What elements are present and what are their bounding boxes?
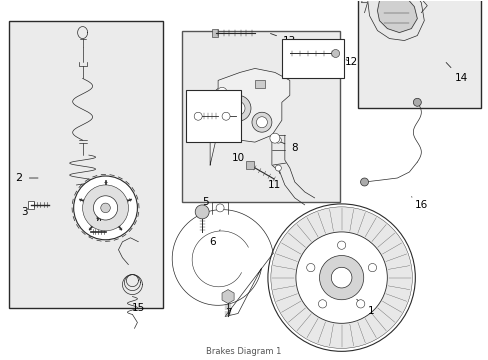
Circle shape [275, 165, 281, 171]
Text: 16: 16 [411, 197, 427, 210]
Circle shape [331, 50, 339, 58]
Bar [254, 80, 264, 88]
Text: 1: 1 [356, 299, 374, 316]
Text: 15: 15 [132, 302, 145, 312]
Circle shape [194, 112, 202, 120]
Bar [9, 21, 163, 307]
Circle shape [217, 87, 226, 97]
Text: 13: 13 [270, 33, 296, 46]
Bar [245, 161, 253, 169]
Circle shape [318, 300, 326, 308]
Bar [357, 0, 480, 108]
Circle shape [256, 117, 267, 128]
Bar [28, 201, 34, 209]
Circle shape [269, 133, 279, 143]
Text: 10: 10 [231, 153, 244, 163]
Text: 4: 4 [95, 213, 102, 223]
Circle shape [331, 267, 351, 288]
Text: 12: 12 [344, 58, 358, 67]
Circle shape [306, 264, 314, 272]
Text: 3: 3 [21, 207, 28, 217]
Text: 9: 9 [206, 129, 213, 139]
Circle shape [412, 98, 421, 106]
Circle shape [101, 203, 110, 213]
Circle shape [295, 232, 386, 323]
Polygon shape [377, 0, 416, 32]
Circle shape [319, 256, 363, 300]
Circle shape [82, 185, 128, 231]
Bar [212, 28, 218, 37]
Circle shape [216, 204, 224, 212]
Circle shape [222, 112, 229, 120]
Text: 6: 6 [208, 230, 220, 247]
Bar [281, 39, 343, 78]
Circle shape [224, 95, 250, 121]
Text: 5: 5 [202, 197, 208, 207]
Text: 8: 8 [274, 139, 298, 153]
Circle shape [195, 205, 209, 219]
Text: Brakes Diagram 1: Brakes Diagram 1 [206, 347, 281, 356]
Text: 2: 2 [15, 173, 38, 183]
Bar [182, 31, 339, 202]
Circle shape [337, 241, 345, 249]
Text: 7: 7 [224, 309, 231, 319]
Circle shape [251, 112, 271, 132]
Text: 11: 11 [268, 172, 281, 190]
Circle shape [360, 178, 368, 186]
Polygon shape [367, 0, 424, 41]
Circle shape [267, 204, 414, 351]
Circle shape [74, 176, 137, 240]
Circle shape [367, 264, 376, 272]
Bar [186, 90, 241, 142]
Circle shape [270, 207, 411, 348]
Text: 14: 14 [445, 63, 467, 84]
Circle shape [356, 300, 364, 308]
Bar [88, 228, 93, 236]
Circle shape [93, 196, 118, 220]
Circle shape [275, 137, 281, 143]
Circle shape [230, 101, 244, 115]
Polygon shape [210, 68, 289, 165]
